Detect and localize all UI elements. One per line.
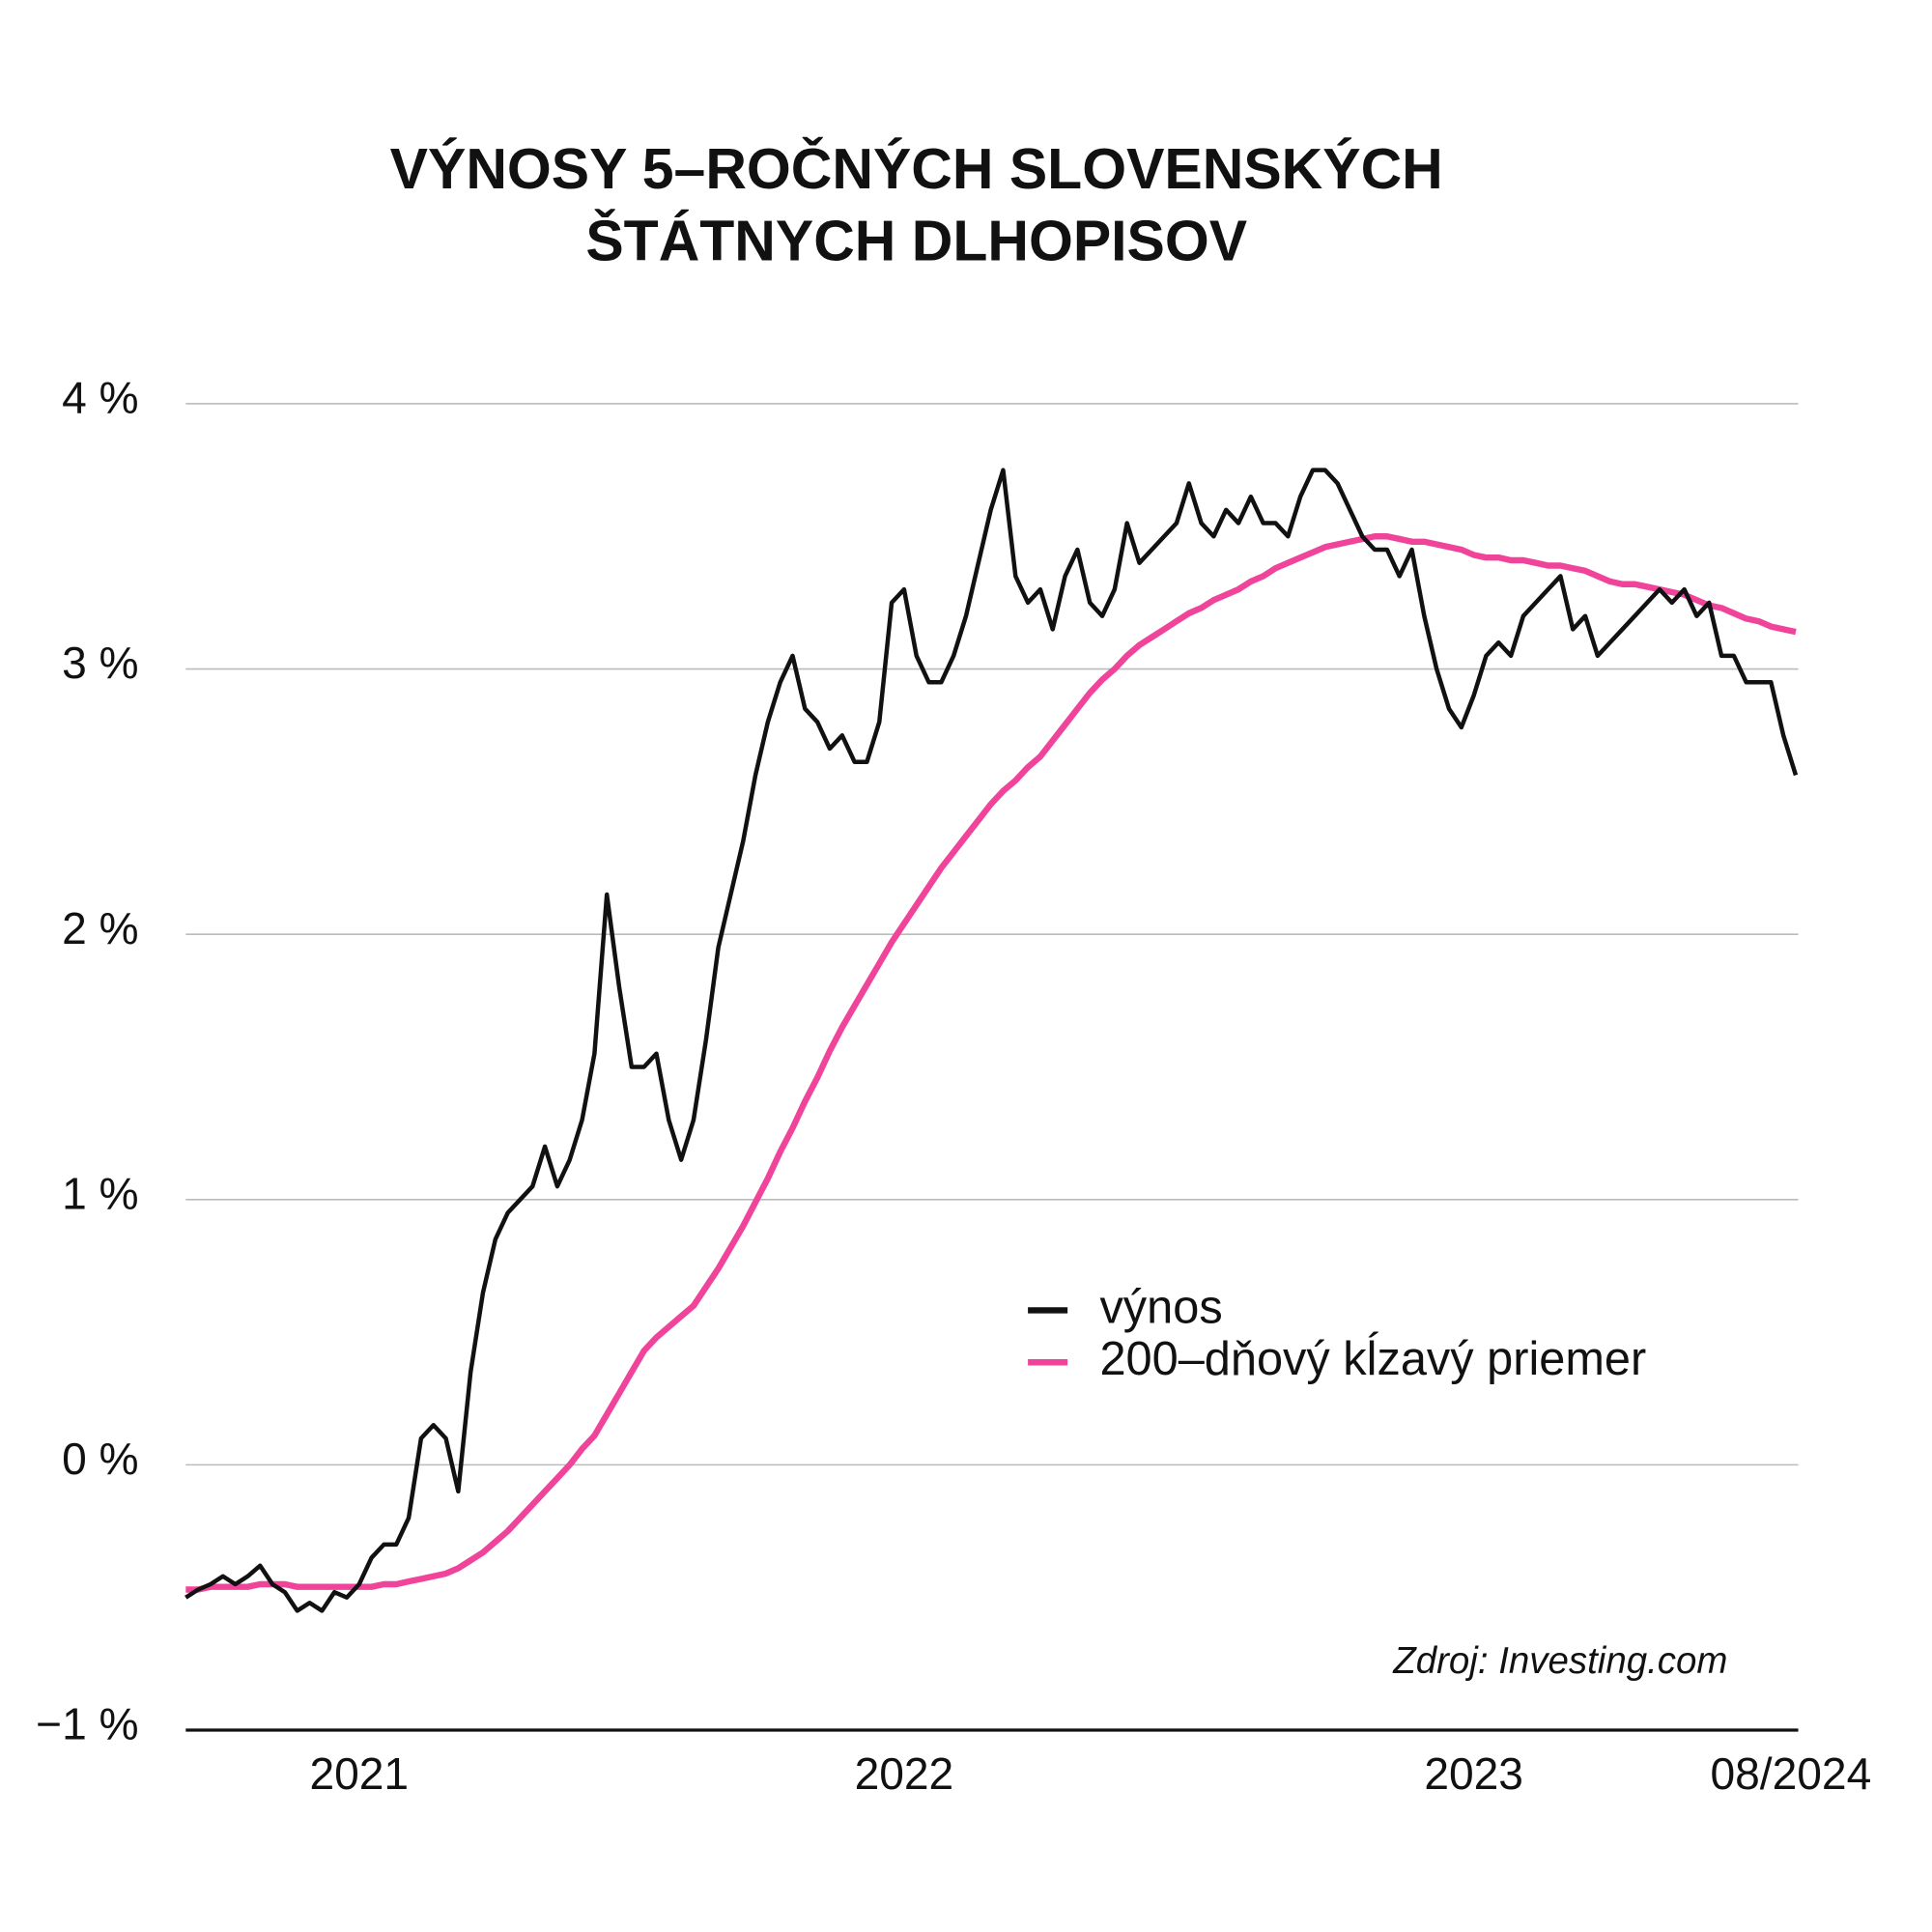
legend-label: 200–dňový kĺzavý priemer bbox=[1099, 1332, 1646, 1385]
y-tick-label: 2 % bbox=[62, 903, 139, 953]
chart-title: VÝNOSY 5–ROČNÝCH SLOVENSKÝCH bbox=[390, 136, 1443, 201]
y-tick-label: −1 % bbox=[36, 1699, 138, 1749]
x-tick-label: 2021 bbox=[309, 1748, 409, 1799]
x-tick-label: 2023 bbox=[1424, 1748, 1523, 1799]
source-note: Zdroj: Investing.com bbox=[1392, 1640, 1727, 1682]
x-tick-label: 2022 bbox=[855, 1748, 954, 1799]
y-tick-label: 3 % bbox=[62, 638, 139, 688]
x-tick-label: 08/2024 bbox=[1710, 1748, 1871, 1799]
line-series bbox=[185, 468, 1799, 1613]
legend-label: výnos bbox=[1099, 1281, 1222, 1333]
chart-title: ŠTÁTNYCH DLHOPISOV bbox=[585, 208, 1247, 272]
line-series bbox=[185, 533, 1797, 1593]
y-tick-label: 0 % bbox=[62, 1434, 139, 1484]
y-tick-label: 4 % bbox=[62, 373, 139, 423]
y-tick-label: 1 % bbox=[62, 1168, 139, 1218]
